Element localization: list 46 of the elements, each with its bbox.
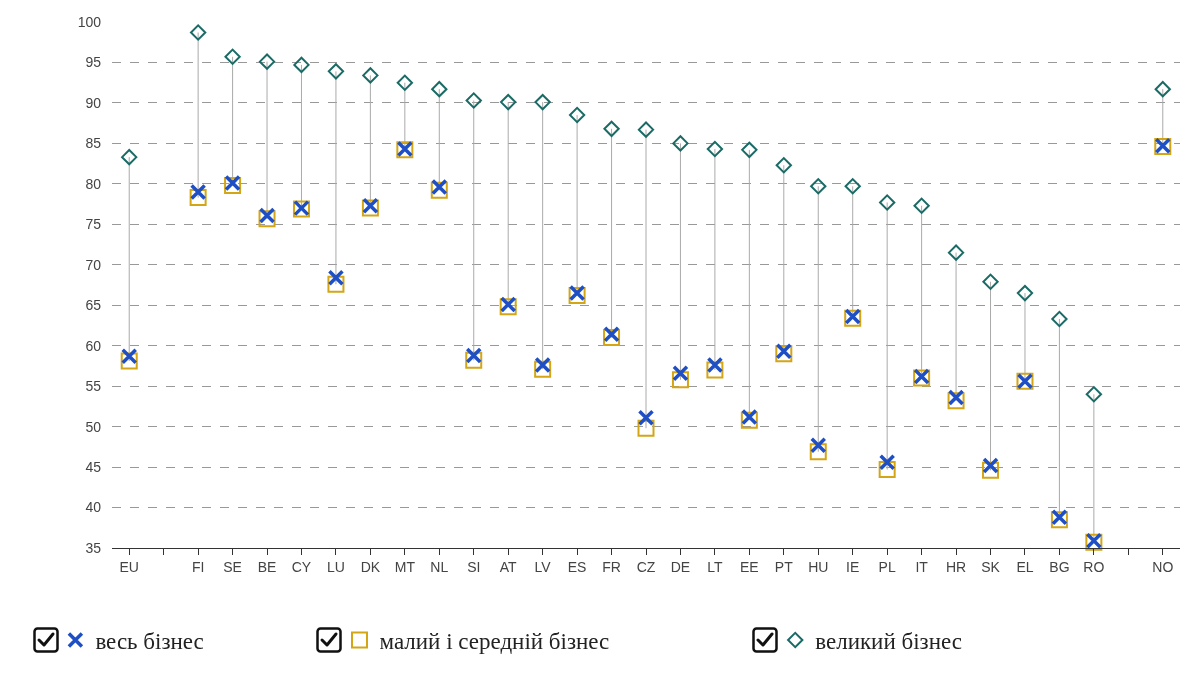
- x-tick-label: LT: [707, 558, 723, 575]
- x-tick-label: DE: [670, 558, 691, 575]
- x-tick-label: IT: [915, 558, 929, 575]
- x-tick-label: FR: [602, 558, 621, 575]
- y-tick-label: 45: [85, 458, 102, 475]
- y-tick-label: 70: [85, 256, 102, 273]
- x-tick-label: BG: [1049, 558, 1070, 575]
- y-tick-label: 90: [85, 94, 102, 111]
- x-tick-label: RO: [1083, 558, 1105, 575]
- x-tick-label: IE: [846, 558, 860, 575]
- x-tick-label: LU: [326, 558, 345, 575]
- x-tick-label: FI: [191, 558, 205, 575]
- y-tick-label: 85: [85, 135, 102, 152]
- x-tick-label: HR: [945, 558, 967, 575]
- x-tick-label: SE: [223, 558, 242, 575]
- y-tick-label: 100: [77, 13, 102, 30]
- x-tick-label: SI: [467, 558, 481, 575]
- x-tick-label: ES: [567, 558, 587, 575]
- legend-label: великий бізнес: [815, 628, 962, 654]
- x-tick-label: LV: [534, 558, 552, 575]
- x-tick-label: NL: [430, 558, 449, 575]
- x-tick-label: PT: [774, 558, 794, 575]
- x-tick-label: EE: [740, 558, 759, 575]
- x-tick-label: SK: [981, 558, 1001, 575]
- x-tick-label: PL: [878, 558, 896, 575]
- y-tick-label: 35: [85, 539, 102, 556]
- x-tick-label: CY: [291, 558, 312, 575]
- x-tick-label: EU: [119, 558, 139, 575]
- x-tick-label: MT: [394, 558, 416, 575]
- y-tick-label: 95: [85, 54, 102, 71]
- y-tick-label: 55: [85, 378, 102, 395]
- legend-label: малий і середній бізнес: [379, 628, 610, 654]
- x-tick-label: CZ: [636, 558, 656, 575]
- x-tick-label: BE: [257, 558, 277, 575]
- x-tick-label: HU: [808, 558, 829, 575]
- y-tick-label: 65: [85, 297, 102, 314]
- x-tick-label: DK: [360, 558, 381, 575]
- y-tick-label: 50: [85, 418, 102, 435]
- x-tick-label: NO: [1152, 558, 1174, 575]
- legend-label: весь бізнес: [95, 628, 204, 654]
- x-tick-label: AT: [499, 558, 518, 575]
- y-tick-label: 60: [85, 337, 102, 354]
- y-tick-label: 75: [85, 216, 102, 233]
- y-tick-label: 80: [85, 175, 102, 192]
- x-tick-label: EL: [1016, 558, 1034, 575]
- y-tick-label: 40: [85, 499, 102, 516]
